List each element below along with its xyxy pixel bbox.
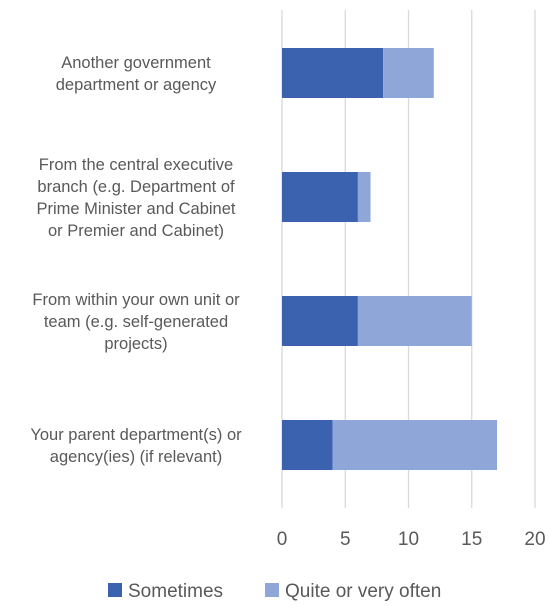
x-tick-label-10: 10 (398, 529, 419, 550)
bar-sometimes-0 (282, 48, 384, 98)
category-label-line: or Premier and Cabinet) (48, 222, 224, 240)
bar-often-0 (383, 48, 434, 98)
category-labels: Another government department or agency Fr… (30, 54, 242, 466)
category-label-line: From within your own unit or (32, 291, 240, 309)
category-label-line: Prime Minister and Cabinet (37, 200, 236, 218)
legend-sometimes: Sometimes (108, 581, 223, 602)
category-label-0: Another government department or agency (56, 54, 217, 94)
bar-sometimes-3 (282, 420, 333, 470)
legend-often-swatch (265, 583, 279, 597)
category-label-line: team (e.g. self-generated (44, 313, 228, 331)
legend-sometimes-swatch (108, 583, 122, 597)
bar-often-2 (357, 296, 472, 346)
legend-often-label: Quite or very often (285, 581, 441, 602)
category-label-2: From within your own unit or team (e.g. s… (32, 291, 240, 353)
bar-sometimes-1 (282, 172, 358, 222)
bar-often-1 (357, 172, 371, 222)
legend: Sometimes Quite or very often (108, 581, 441, 602)
legend-sometimes-label: Sometimes (128, 581, 223, 602)
bar-often-3 (332, 420, 498, 470)
x-tick-label-15: 15 (461, 529, 482, 550)
legend-often: Quite or very often (265, 581, 441, 602)
category-label-line: Another government (61, 54, 211, 72)
category-label-line: branch (e.g. Department of (37, 178, 235, 196)
category-label-line: From the central executive (39, 156, 233, 174)
bars (282, 48, 498, 470)
x-axis-tick-labels: 0 5 10 15 20 (277, 529, 546, 550)
category-label-line: projects) (104, 335, 167, 353)
bar-sometimes-2 (282, 296, 358, 346)
category-label-line: Your parent department(s) or (30, 426, 242, 444)
x-tick-label-20: 20 (524, 529, 545, 550)
category-label-line: agency(ies) (if relevant) (50, 448, 222, 466)
category-label-1: From the central executive branch (e.g. D… (37, 156, 236, 240)
category-label-line: department or agency (56, 76, 217, 94)
x-tick-label-5: 5 (340, 529, 351, 550)
category-label-3: Your parent department(s) or agency(ies) … (30, 426, 242, 466)
x-tick-label-0: 0 (277, 529, 288, 550)
